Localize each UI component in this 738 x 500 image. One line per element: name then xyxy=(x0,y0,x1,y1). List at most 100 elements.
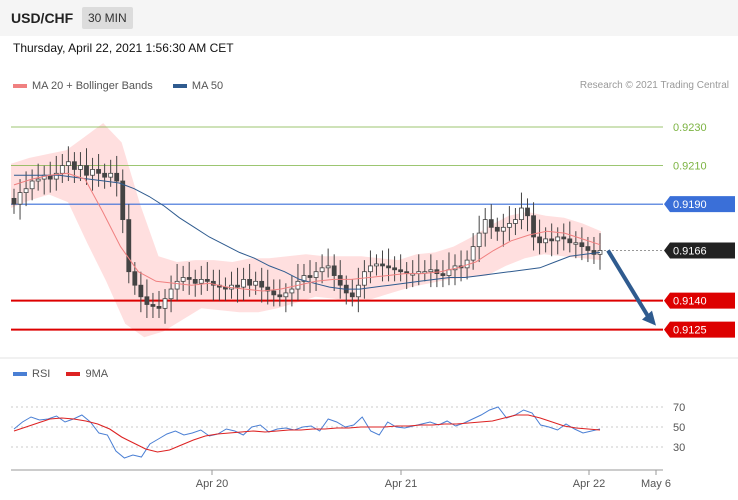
candle-body xyxy=(277,294,283,298)
rsi-tick-label: 50 xyxy=(673,422,685,434)
price-legend: MA 20 + Bollinger Bands MA 50 xyxy=(13,80,223,92)
candle-body xyxy=(180,277,186,282)
forecast-arrow-shaft xyxy=(606,249,652,321)
candle-body xyxy=(65,161,71,166)
candle-body xyxy=(579,242,585,248)
rsi-line xyxy=(13,406,601,459)
level-label-resistance: 0.9230 xyxy=(673,122,707,134)
candle-body xyxy=(567,238,573,244)
candle-body xyxy=(368,265,373,273)
candle-body xyxy=(349,292,355,298)
candle-body xyxy=(114,172,120,182)
level-tag-support xyxy=(664,292,735,309)
candle-body xyxy=(53,172,59,180)
candle-body xyxy=(585,246,591,251)
candle-body xyxy=(482,219,488,234)
candle-body xyxy=(23,188,29,193)
candle-body xyxy=(549,238,555,242)
candle-body xyxy=(192,279,198,284)
candle-body xyxy=(84,165,89,176)
candle-body xyxy=(337,275,343,286)
x-tick-label: Apr 21 xyxy=(385,478,417,490)
candle-body xyxy=(90,169,95,176)
candle-body xyxy=(35,178,41,182)
candle-body xyxy=(283,292,289,298)
candle-body xyxy=(156,306,162,309)
research-credit: Research © 2021 Trading Central xyxy=(579,80,729,91)
candle-body xyxy=(132,271,138,286)
rsi-ma-legend-label: 9MA xyxy=(85,368,109,380)
level-tag-support xyxy=(664,321,735,338)
level-tag-pivot xyxy=(664,196,735,213)
candle-body xyxy=(591,250,597,255)
candle-body xyxy=(138,284,144,298)
level-label-support: 0.9125 xyxy=(673,325,707,337)
x-tick-label: Apr 22 xyxy=(573,478,605,490)
candle-body xyxy=(29,180,35,190)
timeframe-button[interactable]: 30 MIN xyxy=(82,7,133,29)
rsi-legend-swatch xyxy=(13,372,27,377)
candle-body xyxy=(102,172,108,178)
candle-body xyxy=(241,279,246,288)
candle-body xyxy=(428,269,434,273)
rsi-tick-label: 30 xyxy=(673,442,685,454)
candle-body xyxy=(488,219,494,228)
candle-body xyxy=(446,269,452,276)
ma20-legend-swatch xyxy=(13,84,27,89)
candle-body xyxy=(247,279,253,286)
candle-body xyxy=(355,284,361,298)
chart-header: USD/CHF 30 MIN xyxy=(0,0,738,36)
candle-body xyxy=(525,207,530,217)
candle-body xyxy=(513,219,518,224)
candle-body xyxy=(72,161,77,170)
candle-body xyxy=(561,236,567,240)
candle-body xyxy=(537,236,542,244)
x-tick-label: Apr 20 xyxy=(196,478,228,490)
candle-body xyxy=(301,275,307,282)
candle-body xyxy=(289,288,295,294)
bollinger-band xyxy=(11,123,601,338)
candle-body xyxy=(198,279,204,284)
candle-body xyxy=(96,169,101,174)
candle-body xyxy=(186,277,192,280)
ma50-line xyxy=(14,174,601,290)
candle-body xyxy=(162,298,168,309)
ma50-legend-label: MA 50 xyxy=(191,80,224,92)
candle-body xyxy=(313,271,319,278)
candle-body xyxy=(168,288,174,300)
candle-body xyxy=(531,215,536,238)
candle-body xyxy=(331,265,337,276)
candle-body xyxy=(144,296,150,305)
candle-body xyxy=(11,197,17,205)
timestamp-label: Thursday, April 22, 2021 1:56:30 AM CET xyxy=(13,41,234,55)
candle-body xyxy=(519,207,524,221)
ma50-legend-swatch xyxy=(172,84,187,89)
instrument-symbol: USD/CHF xyxy=(11,10,74,26)
candle-body xyxy=(253,280,259,286)
candle-body xyxy=(271,290,277,296)
level-label-current: 0.9166 xyxy=(673,245,707,257)
candle-body xyxy=(325,265,331,269)
candle-body xyxy=(398,269,404,273)
candle-body xyxy=(380,263,385,267)
candle-body xyxy=(470,246,476,261)
level-label-resistance: 0.9210 xyxy=(673,161,707,173)
rsi-legend: RSI 9MA xyxy=(13,368,108,380)
candle-body xyxy=(476,232,482,248)
candle-body xyxy=(204,279,210,282)
candle-body xyxy=(440,273,446,276)
candle-body xyxy=(500,226,506,232)
candle-body xyxy=(265,286,271,292)
candle-body xyxy=(555,236,561,242)
level-tag-current xyxy=(664,242,735,259)
rsi-ma-legend-swatch xyxy=(66,372,81,377)
candle-body xyxy=(374,263,379,267)
candle-body xyxy=(386,265,391,269)
ma20-legend-label: MA 20 + Bollinger Bands xyxy=(32,80,153,92)
candle-body xyxy=(235,284,240,288)
candle-body xyxy=(506,223,512,228)
candle-body xyxy=(259,280,265,288)
candle-body xyxy=(319,267,325,273)
rsi-tick-label: 70 xyxy=(673,402,685,414)
